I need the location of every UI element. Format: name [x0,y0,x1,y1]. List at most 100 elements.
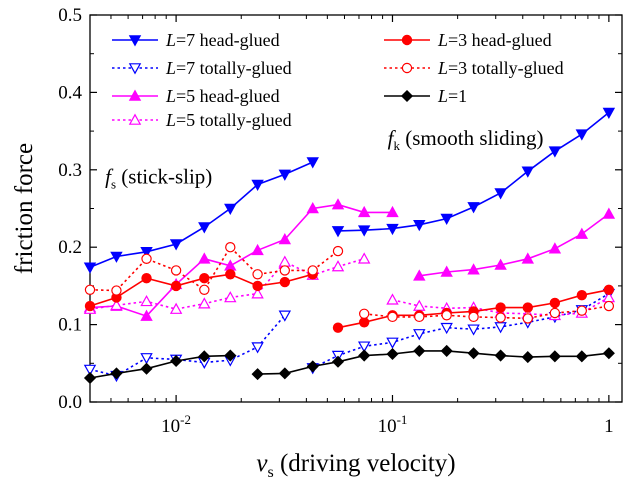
y-tick-label: 0.1 [58,315,82,336]
data-point [576,305,588,316]
series-line [89,203,393,318]
data-point [225,269,236,280]
legend-entry: L=7 head-glued [112,30,280,50]
data-point [169,239,183,251]
data-point [575,227,589,239]
data-point [494,322,507,334]
data-point [278,367,291,380]
data-point [549,307,561,319]
data-point [576,289,588,301]
data-point [140,294,153,307]
data-point [278,310,292,322]
data-point [386,223,399,236]
data-point [170,265,182,276]
data-point [603,300,615,312]
y-tick-label: 0.0 [58,392,82,413]
data-point [548,146,562,158]
legend: L=7 head-glued L=7 totally-glued L=5 head-… [112,30,564,130]
data-point [170,280,182,292]
legend-entry: L=3 head-glued [384,30,552,50]
legend-entry: L=3 totally-glued [384,58,564,78]
data-point [198,222,211,234]
data-point [386,205,399,218]
data-point [414,311,425,323]
data-point [252,280,263,292]
data-point [575,129,589,141]
series-l-7-head-glued [83,107,616,274]
data-point [198,252,211,264]
annotation-stick-slip: fs (stick-slip) [105,165,212,192]
data-point [357,225,371,237]
data-point [358,349,371,362]
legend-label: L=7 head-glued [165,30,280,50]
data-point [602,107,616,119]
data-point [224,291,237,303]
legend-marker [128,35,142,47]
data-point [170,354,183,368]
legend-label: L=3 totally-glued [437,58,564,78]
legend-entry: L=1 [384,86,467,106]
data-point [306,157,319,169]
series-line [89,314,286,377]
x-tick-label: 1 [604,416,614,437]
data-point [357,205,371,218]
data-point [251,179,264,191]
series-l-1 [83,344,615,385]
data-point [278,255,292,267]
data-point [575,350,588,363]
data-point [279,265,291,276]
data-point [467,263,480,275]
data-point [198,297,211,309]
legend-label: L=1 [437,86,467,106]
data-point [331,198,345,210]
data-point [251,243,264,256]
data-point [494,188,507,200]
data-point [413,329,426,341]
legend-entry: L=5 head-glued [112,86,280,106]
data-point [495,302,506,313]
data-point [169,302,183,314]
data-point [494,258,507,270]
data-point [252,269,263,280]
data-point [602,207,616,219]
data-point [225,241,236,253]
data-point [441,310,452,321]
data-point [199,284,210,295]
series-l-5-head-glued [83,198,616,321]
data-point [358,308,370,319]
data-point [141,253,152,265]
data-point [522,302,533,313]
data-point [467,324,480,336]
data-point [549,297,561,309]
data-point [83,371,97,385]
legend-marker [401,34,413,46]
legend-marker [128,89,142,101]
data-point [251,287,264,299]
data-point [110,367,123,380]
series-l-3-head-glued [84,269,615,333]
data-point [331,260,345,272]
data-point [386,347,399,361]
y-tick-label: 0.5 [58,5,82,26]
data-point [307,265,318,276]
series-line [312,292,610,369]
data-point [83,364,97,376]
series-l-3-totally-glued [84,241,615,324]
data-point [84,300,96,312]
data-point [140,362,153,375]
data-point [83,262,97,274]
legend-marker [400,89,414,103]
data-point [357,341,371,353]
data-point [140,353,153,365]
data-point [440,344,453,357]
data-point [494,349,507,362]
legend-label: L=5 totally-glued [165,110,292,130]
data-point [413,219,426,232]
data-point [521,252,535,264]
data-point [199,272,210,284]
data-point [141,272,152,284]
data-point [279,276,291,288]
data-point [111,285,122,296]
series-line [419,213,610,277]
